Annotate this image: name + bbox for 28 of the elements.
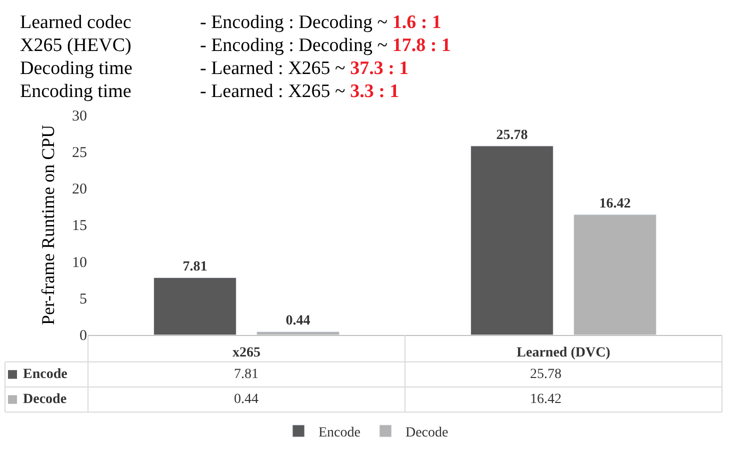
bar <box>154 277 236 335</box>
data-label: 25.78 <box>530 367 562 382</box>
x-tick-label: Learned (DVC) <box>516 346 611 361</box>
y-tick-label: 30 <box>72 108 87 124</box>
bar <box>470 146 554 335</box>
text: Decoding time - Learned : X265 ~ 37.3 : 1 <box>20 58 409 79</box>
text: 25.78 <box>496 128 528 143</box>
y-axis-title: Per-frame Runtime on CPU <box>38 124 58 326</box>
text: 7.81 <box>182 260 208 275</box>
text: 16.42 <box>599 196 631 212</box>
y-tick-label: 25 <box>72 144 87 161</box>
data-label: 7.81 <box>234 367 258 382</box>
data-label: 0.44 <box>234 392 258 407</box>
legend-label: Encode <box>318 425 360 440</box>
text: X265 (HEVC) - Encoding : Decoding ~ 17.8 : 1 <box>20 35 451 56</box>
text: Encode <box>23 367 68 382</box>
data-label: 16.42 <box>530 392 562 407</box>
y-tick-label: 20 <box>72 182 87 198</box>
text: Learned codec - Encoding : Decoding ~ 1.6 : 1 <box>20 12 442 33</box>
y-tick-label: 15 <box>72 218 87 234</box>
text: Decode <box>23 392 67 407</box>
x-tick-label: x265 <box>232 346 260 361</box>
y-tick-label: 10 <box>72 254 87 271</box>
legend-label: Decode <box>405 425 448 440</box>
text: 0.44 <box>286 314 310 329</box>
y-tick-label: 5 <box>80 292 87 308</box>
text: Encoding time - Learned : X265 ~ 3.3 : 1 <box>20 81 400 102</box>
y-tick-label: 0 <box>80 328 87 344</box>
